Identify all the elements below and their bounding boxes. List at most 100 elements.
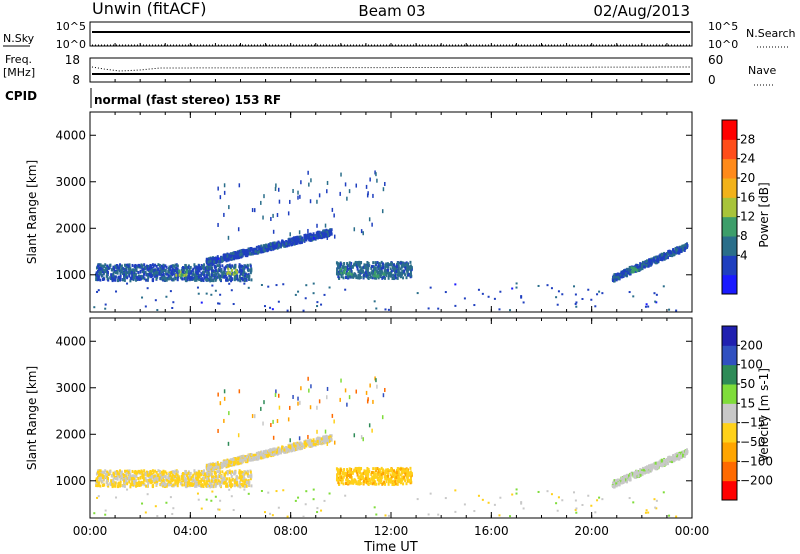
echo-cell [375, 269, 378, 273]
echo-cell [282, 283, 285, 286]
echo-cell [375, 172, 377, 177]
echo-cell [115, 472, 118, 476]
echo-cell [294, 293, 297, 296]
echo-cell [148, 473, 151, 477]
echo-cell [664, 253, 667, 257]
echo-cell [621, 476, 624, 480]
echo-cell [345, 276, 348, 280]
echo-cell [171, 473, 174, 477]
echo-cell [315, 437, 318, 441]
echo-cell [104, 307, 107, 310]
echo-cell [358, 264, 361, 268]
echo-cell [248, 274, 251, 278]
echo-cell [229, 257, 232, 261]
echo-cell [246, 263, 249, 267]
echo-cell [290, 239, 293, 243]
echo-cell [238, 476, 241, 480]
echo-cell [408, 479, 411, 483]
echo-cell [257, 457, 260, 461]
echo-cell [401, 478, 404, 482]
echo-cell [454, 304, 457, 307]
echo-cell [335, 261, 338, 265]
echo-cell [233, 270, 236, 274]
echo-cell [206, 484, 209, 488]
echo-cell [220, 275, 223, 279]
echo-cell [546, 284, 549, 287]
echo-cell [141, 473, 144, 477]
echo-cell [338, 482, 341, 486]
power-panel-frame [89, 111, 693, 313]
echo-cell [263, 245, 266, 249]
echo-cell [217, 273, 220, 277]
echo-cell [596, 293, 599, 296]
echo-cell [160, 476, 163, 480]
echo-cell [213, 256, 216, 260]
echo-cell [381, 468, 384, 472]
echo-cell [254, 453, 257, 457]
echo-cell [114, 271, 117, 275]
echo-cell [145, 471, 148, 475]
echo-cell [343, 473, 346, 477]
echo-cell [228, 460, 231, 464]
echo-cell [114, 484, 117, 488]
echo-cell [211, 269, 214, 273]
echo-cell [208, 468, 211, 472]
echo-cell [227, 267, 230, 271]
echo-cell [209, 276, 212, 280]
echo-cell [339, 471, 342, 475]
echo-cell [353, 469, 356, 473]
echo-cell [103, 471, 106, 475]
echo-cell [197, 474, 200, 478]
echo-cell [378, 479, 381, 483]
echo-cell [267, 285, 270, 288]
echo-cell [624, 270, 627, 274]
echo-cell [114, 477, 117, 481]
echo-cell [120, 269, 123, 273]
echo-cell [216, 255, 219, 259]
echo-cell [409, 466, 412, 470]
echo-cell [186, 474, 189, 478]
echo-cell [243, 485, 246, 489]
echo-cell [211, 484, 214, 488]
echo-cell [220, 474, 223, 478]
echo-cell [222, 460, 225, 464]
echo-cell [378, 468, 381, 472]
echo-cell [629, 270, 632, 274]
echo-cell [198, 275, 201, 279]
colorbar-tick-label: 12 [740, 210, 755, 224]
echo-cell [111, 273, 114, 277]
echo-cell [167, 473, 170, 477]
echo-cell [227, 257, 230, 261]
echo-cell [289, 199, 291, 204]
echo-cell [338, 262, 341, 266]
echo-cell [676, 250, 679, 254]
echo-cell [390, 467, 393, 471]
echo-cell [653, 260, 656, 264]
echo-cell [355, 263, 358, 267]
echo-cell [302, 238, 305, 242]
echo-cell [262, 247, 265, 251]
echo-cell [263, 455, 266, 459]
echo-cell [341, 265, 344, 269]
echo-cell [400, 265, 403, 269]
echo-cell [123, 469, 126, 473]
echo-cell [212, 485, 215, 489]
freq-left-label-1: Freq. [5, 53, 32, 66]
echo-cell [231, 272, 234, 276]
echo-cell [621, 275, 624, 279]
echo-cell [387, 276, 390, 280]
echo-cell [242, 248, 245, 252]
echo-cell [372, 478, 375, 482]
echo-cell [238, 270, 241, 274]
noise-right-tick-top: 10^5 [708, 20, 738, 33]
echo-cell [270, 216, 272, 221]
echo-cell [380, 267, 383, 271]
echo-cell [511, 287, 514, 290]
noise-left-tick-bottom: 10^0 [56, 38, 86, 51]
echo-cell [214, 462, 217, 466]
echo-cell [116, 269, 119, 273]
echo-cell [356, 263, 359, 267]
echo-cell [162, 268, 165, 272]
echo-cell [308, 443, 311, 447]
echo-cell [215, 259, 218, 263]
